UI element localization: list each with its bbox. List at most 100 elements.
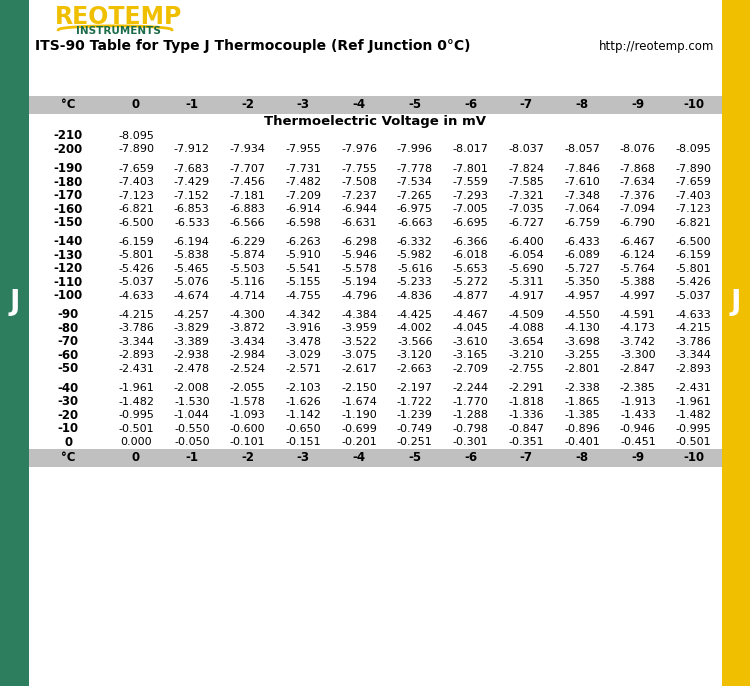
- Text: -3.522: -3.522: [341, 337, 377, 347]
- Text: -6.018: -6.018: [453, 250, 488, 260]
- Text: -1.482: -1.482: [676, 410, 712, 420]
- Text: -3.389: -3.389: [174, 337, 210, 347]
- Text: J: J: [9, 288, 20, 316]
- Text: -3.255: -3.255: [564, 351, 600, 360]
- Text: -4.257: -4.257: [174, 310, 210, 320]
- Text: -2.478: -2.478: [174, 364, 210, 374]
- Text: -5.272: -5.272: [452, 277, 488, 287]
- Text: -3.478: -3.478: [285, 337, 321, 347]
- Text: REOTEMP: REOTEMP: [55, 5, 182, 29]
- Text: -3.165: -3.165: [453, 351, 488, 360]
- Text: -1.722: -1.722: [397, 397, 433, 407]
- Text: -3: -3: [297, 98, 310, 111]
- Text: -0.550: -0.550: [174, 424, 209, 434]
- Text: -7.035: -7.035: [509, 204, 544, 214]
- Text: -5: -5: [408, 98, 422, 111]
- Text: -1.818: -1.818: [509, 397, 544, 407]
- Text: -30: -30: [58, 395, 79, 408]
- Text: -4.342: -4.342: [285, 310, 321, 320]
- Text: -10: -10: [683, 98, 704, 111]
- Text: -3: -3: [297, 451, 310, 464]
- Text: -7.801: -7.801: [453, 163, 488, 174]
- Text: -80: -80: [58, 322, 79, 335]
- Text: -7.403: -7.403: [118, 177, 154, 187]
- Text: -2.055: -2.055: [230, 383, 266, 393]
- Text: -40: -40: [58, 381, 79, 394]
- Text: -4.173: -4.173: [620, 323, 656, 333]
- Text: -3.872: -3.872: [230, 323, 266, 333]
- Text: -1.288: -1.288: [452, 410, 488, 420]
- Text: -4.796: -4.796: [341, 291, 377, 300]
- Text: -6.124: -6.124: [620, 250, 656, 260]
- Text: -5.541: -5.541: [286, 263, 321, 274]
- Text: -6.566: -6.566: [230, 217, 266, 228]
- Text: -7.429: -7.429: [174, 177, 210, 187]
- Text: -6.790: -6.790: [620, 217, 656, 228]
- Text: -8: -8: [575, 98, 589, 111]
- Text: -7.659: -7.659: [676, 177, 712, 187]
- Text: -7.094: -7.094: [620, 204, 656, 214]
- Text: -1.530: -1.530: [174, 397, 209, 407]
- Text: -4.300: -4.300: [230, 310, 266, 320]
- Text: -6.194: -6.194: [174, 237, 210, 247]
- Text: -3.300: -3.300: [620, 351, 656, 360]
- Text: -4: -4: [352, 98, 366, 111]
- Text: -7.846: -7.846: [564, 163, 600, 174]
- Text: ITS-90 Table for Type J Thermocouple (Ref Junction 0°C): ITS-90 Table for Type J Thermocouple (Re…: [35, 39, 471, 53]
- Text: -5.465: -5.465: [174, 263, 210, 274]
- Text: -3.654: -3.654: [509, 337, 544, 347]
- Text: -6.400: -6.400: [509, 237, 544, 247]
- Text: -0.151: -0.151: [286, 437, 321, 447]
- Text: -6.089: -6.089: [564, 250, 600, 260]
- Text: -2.893: -2.893: [676, 364, 712, 374]
- Text: -10: -10: [683, 451, 704, 464]
- Text: -6.533: -6.533: [174, 217, 209, 228]
- Text: -4.633: -4.633: [676, 310, 712, 320]
- Text: INSTRUMENTS: INSTRUMENTS: [76, 26, 161, 36]
- Text: -8.095: -8.095: [118, 131, 154, 141]
- Text: -5.982: -5.982: [397, 250, 433, 260]
- Text: -7.403: -7.403: [676, 191, 712, 200]
- Text: -5.116: -5.116: [230, 277, 266, 287]
- Text: -8.017: -8.017: [453, 145, 488, 154]
- Text: -6.263: -6.263: [286, 237, 321, 247]
- Text: -7.683: -7.683: [174, 163, 210, 174]
- Text: -1.044: -1.044: [174, 410, 210, 420]
- Text: -0.501: -0.501: [118, 424, 154, 434]
- Text: -6.298: -6.298: [341, 237, 377, 247]
- Text: -4.836: -4.836: [397, 291, 433, 300]
- Text: -6.727: -6.727: [509, 217, 544, 228]
- Text: -0.600: -0.600: [230, 424, 266, 434]
- Text: -4.877: -4.877: [452, 291, 489, 300]
- Text: -0.946: -0.946: [620, 424, 656, 434]
- Text: -4.509: -4.509: [509, 310, 544, 320]
- Text: -1.239: -1.239: [397, 410, 433, 420]
- Text: -2.984: -2.984: [230, 351, 266, 360]
- Text: -9: -9: [632, 451, 644, 464]
- Text: -4.714: -4.714: [230, 291, 266, 300]
- Text: -3.786: -3.786: [118, 323, 154, 333]
- Text: -5.764: -5.764: [620, 263, 656, 274]
- Text: -5.037: -5.037: [676, 291, 712, 300]
- Text: 0: 0: [132, 451, 140, 464]
- Text: -4.002: -4.002: [397, 323, 433, 333]
- Text: -7.659: -7.659: [118, 163, 154, 174]
- Text: -5.838: -5.838: [174, 250, 210, 260]
- Text: -7: -7: [520, 98, 532, 111]
- Text: -1.961: -1.961: [118, 383, 154, 393]
- Text: -7.123: -7.123: [676, 204, 712, 214]
- Text: -7.755: -7.755: [341, 163, 377, 174]
- Text: -6.229: -6.229: [230, 237, 266, 247]
- Text: -1.626: -1.626: [286, 397, 321, 407]
- Text: -4: -4: [352, 451, 366, 464]
- Text: -190: -190: [54, 162, 83, 175]
- Text: -7.868: -7.868: [620, 163, 656, 174]
- Text: -1.190: -1.190: [341, 410, 377, 420]
- Text: J: J: [730, 288, 741, 316]
- Text: -7.955: -7.955: [285, 145, 321, 154]
- Text: 0: 0: [132, 98, 140, 111]
- Text: -8.076: -8.076: [620, 145, 656, 154]
- Text: -2.431: -2.431: [118, 364, 154, 374]
- Text: -4.997: -4.997: [620, 291, 656, 300]
- Text: -160: -160: [54, 202, 83, 215]
